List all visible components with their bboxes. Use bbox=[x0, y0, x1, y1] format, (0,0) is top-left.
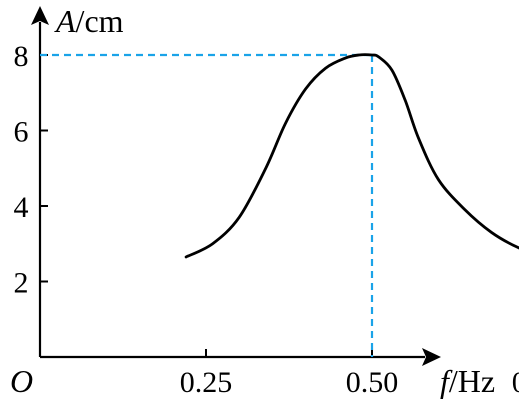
series-line bbox=[184, 53, 519, 259]
x-axis-arrow-icon bbox=[422, 348, 441, 366]
y-tick-label: 8 bbox=[14, 40, 29, 73]
x-axis-unit: /Hz bbox=[449, 363, 495, 399]
y-tick-label: 2 bbox=[14, 267, 29, 300]
x-tick-label: 0.25 bbox=[180, 366, 233, 399]
y-tick-label: 6 bbox=[14, 116, 29, 149]
x-ticks: 0.250.500.751.00 bbox=[180, 349, 519, 399]
y-tick-label: 4 bbox=[14, 191, 29, 224]
x-tick-label: 0.75 bbox=[512, 366, 519, 399]
y-axis-variable: A bbox=[54, 3, 76, 39]
y-axis-label: A/cm bbox=[54, 3, 124, 39]
x-tick-label: 0.50 bbox=[346, 366, 399, 399]
y-axis-unit: /cm bbox=[76, 3, 124, 39]
x-axis-label: f/Hz bbox=[440, 363, 495, 399]
data-series bbox=[184, 53, 519, 259]
reference-lines bbox=[40, 53, 374, 357]
origin-label: O bbox=[10, 363, 33, 399]
y-ticks: 2 4 6 8 bbox=[14, 40, 48, 300]
y-axis-arrow-icon bbox=[31, 6, 49, 25]
